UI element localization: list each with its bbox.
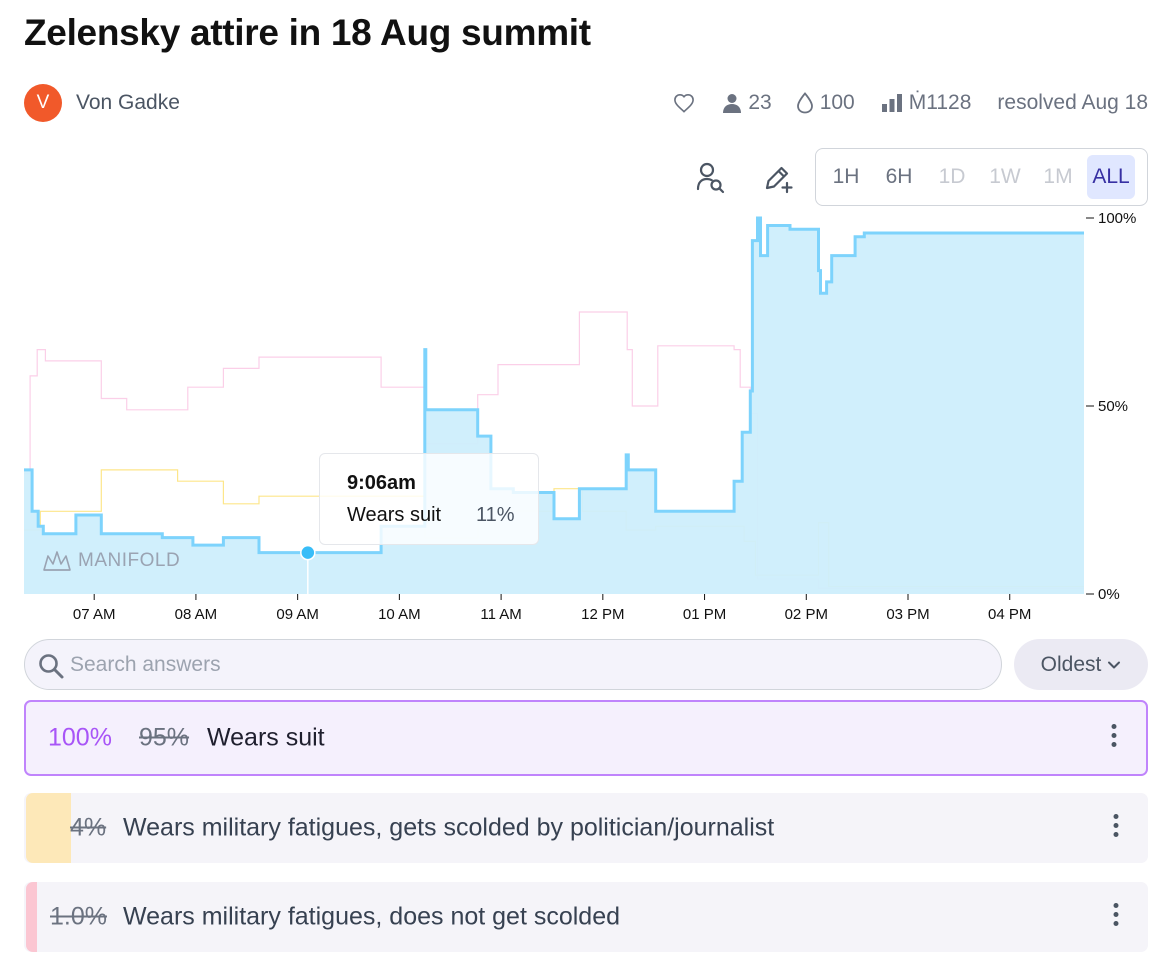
range-1w-button: 1W bbox=[989, 165, 1021, 188]
droplet-icon bbox=[796, 92, 813, 114]
manifold-logo-icon bbox=[43, 551, 71, 571]
range-6h-button[interactable]: 6H bbox=[885, 165, 913, 188]
tooltip-value: 11% bbox=[476, 504, 515, 526]
market-title: Zelensky attire in 18 Aug summit bbox=[24, 12, 591, 53]
sort-label: Oldest bbox=[1040, 652, 1102, 676]
x-tick-label: 03 PM bbox=[886, 606, 929, 623]
liquidity[interactable]: 100 bbox=[796, 91, 855, 115]
answer-row-fatigues-not-scolded[interactable]: 1.0% Wears military fatigues, does not g… bbox=[24, 882, 1148, 952]
user-icon bbox=[723, 94, 742, 113]
user-search-icon bbox=[696, 162, 725, 194]
x-tick-label: 09 AM bbox=[276, 606, 319, 623]
time-range-selector: 1H 6H 1D 1W 1M ALL bbox=[815, 148, 1148, 206]
heart-icon bbox=[674, 93, 695, 113]
volume-value: Ṁ1128 bbox=[908, 91, 972, 114]
volume[interactable]: Ṁ1128 bbox=[881, 91, 972, 115]
chart-svg: 07 AM 08 AM 09 AM 10 AM 11 AM 12 PM 01 PM 02 PM… bbox=[24, 210, 1136, 623]
resolved-status: resolved Aug 18 bbox=[997, 91, 1148, 114]
y-tick-label: 50% bbox=[1098, 398, 1128, 415]
search-input[interactable] bbox=[70, 648, 970, 682]
x-tick-label: 10 AM bbox=[378, 606, 421, 623]
x-tick-label: 08 AM bbox=[175, 606, 218, 623]
search-bar bbox=[24, 639, 1002, 690]
x-tick-label: 01 PM bbox=[683, 606, 726, 623]
x-tick-label: 07 AM bbox=[73, 606, 116, 623]
author-name[interactable]: Von Gadke bbox=[76, 91, 180, 114]
pencil-plus-icon bbox=[765, 166, 793, 194]
probability-chart[interactable]: 07 AM 08 AM 09 AM 10 AM 11 AM 12 PM 01 PM 02 PM… bbox=[0, 205, 1170, 630]
chevron-down-icon bbox=[1108, 661, 1121, 668]
y-tick-label: 0% bbox=[1098, 586, 1120, 603]
tooltip-series: Wears suit bbox=[347, 504, 442, 526]
search-icon bbox=[39, 654, 64, 679]
y-tick-label: 100% bbox=[1098, 210, 1136, 227]
range-all-button[interactable]: ALL bbox=[1087, 155, 1135, 199]
x-tick-label: 11 AM bbox=[480, 606, 521, 623]
x-tick-label: 02 PM bbox=[785, 606, 828, 623]
answer-text: Wears suit bbox=[207, 723, 325, 752]
bar-chart-icon bbox=[881, 94, 902, 112]
liquidity-value: 100 bbox=[819, 91, 855, 114]
like-button[interactable] bbox=[673, 93, 695, 113]
manifold-watermark: MANIFOLD bbox=[42, 550, 180, 572]
more-vertical-icon bbox=[1111, 724, 1117, 747]
series-line-wears-suit bbox=[24, 216, 1084, 555]
more-vertical-icon bbox=[1113, 814, 1119, 837]
answer-previous-probability: 95% bbox=[139, 723, 190, 752]
answer-previous-probability: 1.0% bbox=[50, 902, 107, 931]
tooltip-time: 9:06am bbox=[347, 472, 416, 494]
answer-probability: 100% bbox=[48, 723, 112, 752]
add-annotation-button[interactable] bbox=[762, 160, 794, 194]
range-1d-button: 1D bbox=[938, 165, 966, 188]
market-meta: V Von Gadke 23 100 Ṁ1128 resolved Aug 18 bbox=[24, 84, 1148, 122]
chart-tooltip: 9:06am Wears suit 11% bbox=[319, 453, 539, 545]
answer-row-fatigues-scolded[interactable]: 4% Wears military fatigues, gets scolded… bbox=[24, 793, 1148, 863]
bettors-count[interactable]: 23 bbox=[723, 91, 772, 115]
market-stats: 23 100 Ṁ1128 resolved Aug 18 bbox=[673, 84, 1148, 122]
sort-dropdown[interactable]: Oldest bbox=[1014, 639, 1148, 690]
answer-text: Wears military fatigues, gets scolded by… bbox=[123, 813, 775, 842]
x-tick-label: 04 PM bbox=[988, 606, 1031, 623]
more-vertical-icon bbox=[1113, 903, 1119, 926]
avatar[interactable]: V bbox=[24, 84, 62, 122]
series-area-wears-suit bbox=[24, 218, 1084, 594]
watermark-text: MANIFOLD bbox=[78, 550, 181, 571]
answer-menu-button[interactable] bbox=[1112, 902, 1120, 933]
answer-text: Wears military fatigues, does not get sc… bbox=[123, 902, 621, 931]
x-tick-label: 12 PM bbox=[581, 606, 624, 623]
range-1h-button[interactable]: 1H bbox=[832, 165, 860, 188]
user-search-button[interactable] bbox=[695, 160, 727, 194]
bettors-value: 23 bbox=[748, 91, 772, 114]
answer-menu-button[interactable] bbox=[1110, 723, 1118, 754]
answer-row-wears-suit[interactable]: 100% 95% Wears suit bbox=[24, 700, 1148, 776]
range-1m-button: 1M bbox=[1043, 165, 1073, 188]
answer-menu-button[interactable] bbox=[1112, 813, 1120, 844]
answer-previous-probability: 4% bbox=[70, 813, 107, 842]
hover-point bbox=[300, 544, 316, 561]
answer-probability-bar bbox=[26, 882, 38, 952]
answer-probability-bar bbox=[26, 793, 71, 863]
